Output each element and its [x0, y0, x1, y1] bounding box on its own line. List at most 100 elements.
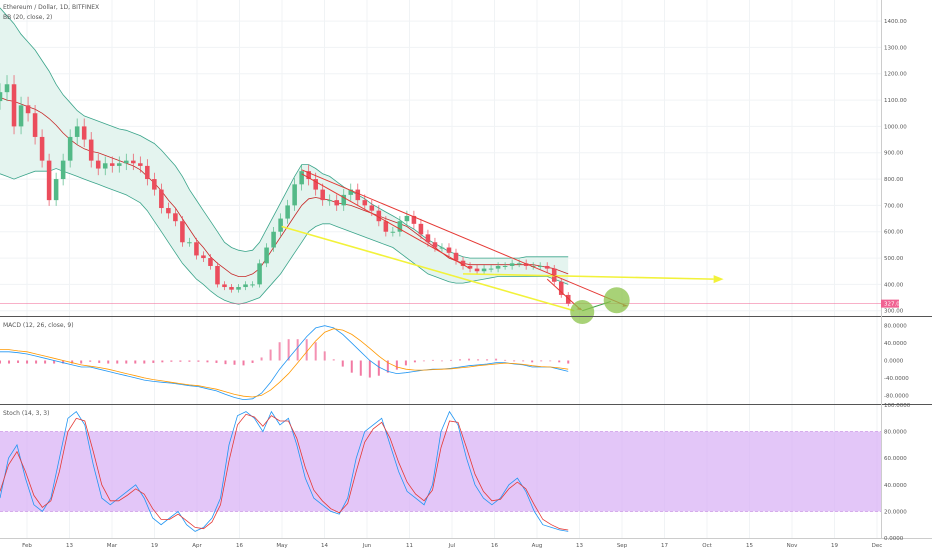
time-axis-ticks[interactable]: Feb 13 Mar 19 Apr 16 May 14 Jun 11 Jul 16 Aug 13 Sep 17… [22, 543, 882, 549]
stoch-indicator-label[interactable]: Stoch (14, 3, 3) [3, 410, 49, 417]
candle-body [397, 221, 403, 232]
candlestick-series [0, 75, 571, 307]
macd-histogram-bar [224, 360, 227, 365]
macd-histogram-bar [170, 360, 173, 362]
time-axis-tick-label: 11 [406, 543, 413, 549]
candle-body [383, 221, 389, 232]
candle-body [67, 136, 73, 161]
target-circle-2 [603, 287, 630, 314]
macd-histogram-bar [44, 360, 47, 364]
last-price-badge [881, 299, 899, 308]
candle-body [488, 268, 494, 270]
candle-body [460, 260, 466, 266]
price-axis-tick-label: 1000.00 [884, 124, 907, 130]
candle-body [411, 215, 417, 224]
last-price-badge-text: 327.01 [884, 302, 903, 308]
macd-histogram-bar [431, 359, 434, 361]
candle-body [81, 126, 87, 140]
candle-body [229, 287, 234, 290]
price-axis-tick-label: 700.00 [884, 203, 904, 209]
time-axis-tick-label: 19 [831, 543, 838, 549]
macd-histogram-bar [62, 360, 65, 364]
macd-histogram-bar [314, 342, 317, 361]
macd-histogram-bar [53, 360, 56, 364]
candle-body [180, 221, 185, 243]
macd-histogram-bar [8, 360, 11, 364]
macd-line [0, 325, 569, 401]
candle-body [109, 163, 115, 166]
stoch-axis-tick-label: 20.0000 [884, 509, 907, 515]
macd-histogram-bar [134, 360, 137, 364]
time-axis-tick-label: Oct [702, 543, 712, 549]
candle-body [39, 136, 45, 161]
macd-histogram-bar [269, 349, 272, 361]
macd-histogram-bar [125, 360, 128, 364]
bollinger-upper-line [0, 7, 569, 259]
macd-histogram-bar [251, 360, 254, 363]
candle-body [299, 171, 304, 185]
time-axis-tick-label: 16 [491, 543, 498, 549]
candle-body [257, 263, 262, 285]
candle-body [418, 223, 424, 235]
candle-body [292, 184, 297, 206]
macd-histogram-bar [116, 360, 119, 364]
candle-body [390, 231, 396, 233]
candle-body [236, 287, 241, 290]
candle-body [467, 265, 473, 269]
candle-body [523, 263, 529, 266]
macd-histogram-bar [440, 360, 443, 362]
candle-body [194, 242, 199, 256]
time-axis-tick-label: 19 [151, 543, 158, 549]
candle-body [102, 163, 108, 169]
macd-histogram-bar [368, 360, 371, 378]
bollinger-middle-line [0, 97, 569, 277]
macd-histogram-bar [35, 360, 38, 364]
candle-body [116, 163, 122, 166]
bb-indicator-label[interactable]: BB (20, close, 2) [3, 14, 52, 21]
macd-histogram-bar [522, 360, 525, 362]
candle-body [173, 213, 178, 222]
candle-body [215, 265, 220, 285]
macd-histogram-bar [188, 360, 191, 362]
macd-histogram-bar [486, 359, 489, 361]
candle-body [313, 179, 318, 190]
candle-body [341, 194, 347, 206]
macd-histogram-bar [143, 360, 146, 364]
time-axis-tick-label: Jul [448, 543, 456, 549]
candle-body [481, 268, 487, 272]
macd-histogram-bar [359, 360, 362, 376]
candle-body [88, 139, 94, 161]
macd-histogram-bar [233, 360, 236, 365]
macd-axis-ticks[interactable]: 80.0000 40.0000 0.0000 -40.0000 -80.0000 [884, 324, 909, 400]
macd-histogram-bar [558, 360, 561, 363]
candle-body [25, 105, 31, 114]
macd-histogram-bar [395, 360, 398, 370]
candle-body [222, 284, 227, 288]
candle-body [285, 205, 290, 219]
time-axis-tick-label: 15 [746, 543, 753, 549]
candle-body [537, 265, 543, 267]
macd-histogram-bar [540, 360, 543, 362]
symbol-title[interactable]: Ethereum / Dollar, 1D, BITFINEX [3, 4, 99, 11]
stoch-axis-ticks[interactable]: 100.0000 80.0000 60.0000 40.0000 20.0000 0.00… [884, 403, 911, 542]
candle-body [334, 200, 340, 206]
candle-body [516, 263, 522, 265]
candle-body [278, 218, 283, 232]
macd-histogram-bar [26, 360, 29, 364]
candle-body [369, 205, 375, 211]
candle-body [138, 163, 143, 166]
candle-body [355, 189, 361, 201]
stoch-k-line [0, 410, 569, 532]
macd-indicator-label[interactable]: MACD (12, 26, close, 9) [3, 322, 74, 329]
time-axis-tick-label: 13 [576, 543, 583, 549]
candle-body [348, 189, 354, 195]
yellow-support-trendline [281, 225, 575, 312]
macd-histogram-bar [413, 360, 416, 363]
candle-body [159, 189, 164, 209]
macd-histogram-bar [206, 360, 209, 363]
macd-histogram-bar [377, 360, 380, 376]
price-axis-ticks[interactable]: 1400.00 1300.00 1200.00 1100.00 1000.00 900.0… [884, 19, 907, 315]
candle-body [502, 265, 508, 267]
macd-histogram-bar [404, 360, 407, 366]
candle-body [544, 265, 550, 269]
